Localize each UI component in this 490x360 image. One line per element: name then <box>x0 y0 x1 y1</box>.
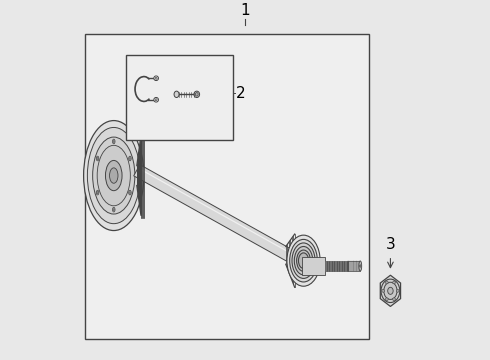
Ellipse shape <box>110 168 118 183</box>
Ellipse shape <box>396 289 399 292</box>
Ellipse shape <box>129 157 130 159</box>
Ellipse shape <box>93 137 135 214</box>
Ellipse shape <box>113 207 115 212</box>
Bar <box>348 261 360 271</box>
Ellipse shape <box>155 77 157 79</box>
Ellipse shape <box>155 99 157 101</box>
Ellipse shape <box>97 190 99 195</box>
Ellipse shape <box>392 281 395 284</box>
Ellipse shape <box>113 140 114 143</box>
Ellipse shape <box>296 250 311 271</box>
Ellipse shape <box>129 192 130 194</box>
Ellipse shape <box>129 190 131 195</box>
Ellipse shape <box>382 289 385 292</box>
Ellipse shape <box>298 253 309 269</box>
Ellipse shape <box>154 76 158 81</box>
Ellipse shape <box>359 261 362 271</box>
Ellipse shape <box>386 281 388 284</box>
Ellipse shape <box>287 235 320 286</box>
Bar <box>85 34 369 339</box>
Bar <box>126 55 233 140</box>
Ellipse shape <box>386 298 388 301</box>
Ellipse shape <box>97 145 130 206</box>
Bar <box>325 261 348 271</box>
Ellipse shape <box>384 282 397 300</box>
Polygon shape <box>380 275 400 306</box>
Ellipse shape <box>388 287 393 294</box>
Ellipse shape <box>154 98 158 102</box>
Ellipse shape <box>105 161 122 191</box>
Text: 1: 1 <box>240 3 250 18</box>
Text: 2: 2 <box>236 86 246 101</box>
Ellipse shape <box>84 121 144 230</box>
Ellipse shape <box>129 156 131 161</box>
Bar <box>302 257 325 275</box>
Ellipse shape <box>392 298 395 301</box>
Ellipse shape <box>97 156 99 161</box>
Ellipse shape <box>97 192 98 194</box>
Ellipse shape <box>113 208 114 211</box>
Ellipse shape <box>113 139 115 144</box>
Ellipse shape <box>196 93 198 96</box>
Ellipse shape <box>97 157 98 159</box>
Ellipse shape <box>360 265 361 267</box>
Ellipse shape <box>381 279 400 302</box>
Ellipse shape <box>174 91 179 98</box>
Polygon shape <box>134 165 293 261</box>
Text: 3: 3 <box>386 237 395 252</box>
Ellipse shape <box>294 247 313 275</box>
Ellipse shape <box>290 239 318 282</box>
Ellipse shape <box>292 243 315 278</box>
Ellipse shape <box>87 127 140 224</box>
Ellipse shape <box>194 91 199 98</box>
